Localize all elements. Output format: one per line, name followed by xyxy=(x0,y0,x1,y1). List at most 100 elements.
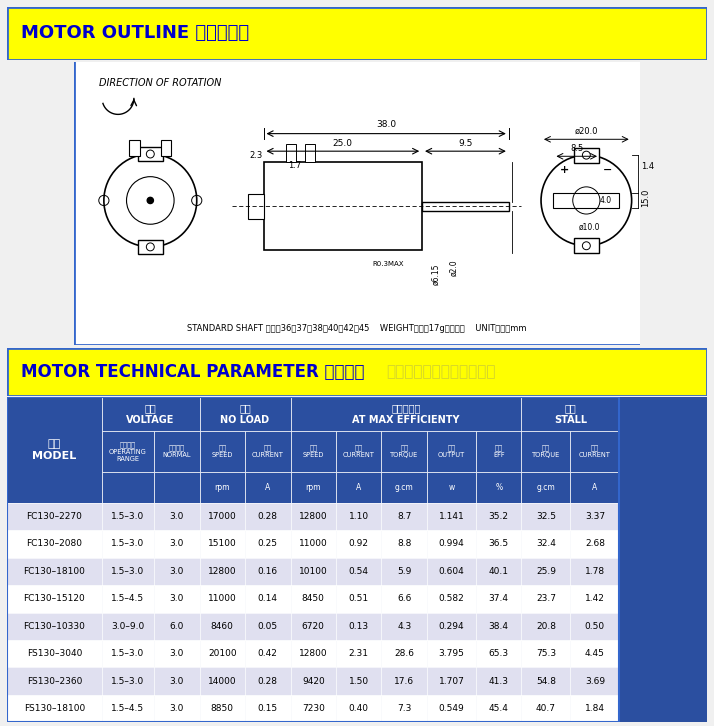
Bar xyxy=(570,558,620,585)
Bar xyxy=(476,667,521,695)
Bar xyxy=(336,503,381,530)
Text: 9420: 9420 xyxy=(302,677,325,685)
Bar xyxy=(101,585,154,613)
Text: 7230: 7230 xyxy=(302,704,325,713)
Text: DIRECTION OF ROTATION: DIRECTION OF ROTATION xyxy=(99,78,222,88)
Bar xyxy=(427,503,476,530)
Text: FC130–2080: FC130–2080 xyxy=(26,539,82,548)
Bar xyxy=(245,431,291,472)
Text: 0.15: 0.15 xyxy=(258,704,278,713)
Bar xyxy=(521,558,570,585)
Text: 1.78: 1.78 xyxy=(585,567,605,576)
Text: 0.294: 0.294 xyxy=(438,622,464,631)
Bar xyxy=(381,431,427,472)
Text: 17.6: 17.6 xyxy=(394,677,414,685)
Text: g.cm: g.cm xyxy=(536,483,555,492)
Bar xyxy=(291,585,336,613)
Text: 型號
MODEL: 型號 MODEL xyxy=(32,439,76,461)
Text: 效率
EFF: 效率 EFF xyxy=(493,445,505,458)
Bar xyxy=(245,585,291,613)
Bar xyxy=(336,558,381,585)
Text: STANDARD SHAFT 标准轔36，37，38，40，42，45    WEIGHT重量：17g（近似）    UNIT单位：mm: STANDARD SHAFT 标准轔36，37，38，40，42，45 WEIG… xyxy=(187,325,527,333)
Text: A: A xyxy=(356,483,361,492)
Text: 0.994: 0.994 xyxy=(438,539,464,548)
Text: 3.37: 3.37 xyxy=(585,512,605,521)
Bar xyxy=(521,667,570,695)
Text: 0.549: 0.549 xyxy=(438,704,464,713)
Bar xyxy=(245,503,291,530)
Text: rpm: rpm xyxy=(214,483,230,492)
Bar xyxy=(476,585,521,613)
Bar xyxy=(570,667,620,695)
Bar xyxy=(200,585,245,613)
Bar xyxy=(336,667,381,695)
Bar xyxy=(476,472,521,503)
Text: 4.3: 4.3 xyxy=(397,622,411,631)
Bar xyxy=(381,613,427,640)
Text: 最大效率下
AT MAX EFFICIENTY: 最大效率下 AT MAX EFFICIENTY xyxy=(352,404,460,425)
Text: 32.4: 32.4 xyxy=(536,539,556,548)
Text: 54.8: 54.8 xyxy=(536,677,556,685)
Bar xyxy=(427,585,476,613)
Bar xyxy=(200,530,245,558)
Bar xyxy=(154,503,200,530)
Text: 制動
STALL: 制動 STALL xyxy=(554,404,587,425)
Bar xyxy=(200,431,245,472)
Text: 力矩
TORQUE: 力矩 TORQUE xyxy=(390,445,418,458)
Bar xyxy=(7,558,101,585)
Bar xyxy=(291,695,336,722)
Text: 0.28: 0.28 xyxy=(258,512,278,521)
Text: 25.0: 25.0 xyxy=(333,139,353,147)
Text: 1.5–4.5: 1.5–4.5 xyxy=(111,704,144,713)
Bar xyxy=(427,640,476,667)
Bar xyxy=(101,431,154,472)
Bar xyxy=(336,431,381,472)
Text: 1.50: 1.50 xyxy=(348,677,369,685)
Bar xyxy=(427,530,476,558)
Text: 0.42: 0.42 xyxy=(258,649,278,658)
Text: 4.0: 4.0 xyxy=(600,196,612,205)
Text: 0.604: 0.604 xyxy=(438,567,464,576)
Text: 1.5–4.5: 1.5–4.5 xyxy=(111,595,144,603)
Bar xyxy=(521,585,570,613)
Bar xyxy=(154,695,200,722)
Bar xyxy=(101,667,154,695)
Bar xyxy=(381,503,427,530)
Text: MOTOR TECHNICAL PARAMETER 技术参数: MOTOR TECHNICAL PARAMETER 技术参数 xyxy=(21,363,365,381)
Bar xyxy=(245,530,291,558)
Bar xyxy=(7,397,101,503)
Text: 6720: 6720 xyxy=(302,622,325,631)
Bar xyxy=(138,240,163,254)
Text: 5.9: 5.9 xyxy=(397,567,411,576)
Text: 10100: 10100 xyxy=(299,567,328,576)
Bar xyxy=(7,667,101,695)
Text: 0.40: 0.40 xyxy=(348,704,368,713)
Bar xyxy=(305,144,315,162)
Bar xyxy=(245,640,291,667)
Text: %: % xyxy=(495,483,502,492)
Text: 2.31: 2.31 xyxy=(348,649,368,658)
Text: ø6.15: ø6.15 xyxy=(432,263,441,285)
Text: 8.7: 8.7 xyxy=(397,512,411,521)
Text: 11000: 11000 xyxy=(299,539,328,548)
Bar xyxy=(200,558,245,585)
Text: 3.0: 3.0 xyxy=(170,677,184,685)
Text: 0.05: 0.05 xyxy=(258,622,278,631)
Text: 0.28: 0.28 xyxy=(258,677,278,685)
Text: FS130–18100: FS130–18100 xyxy=(24,704,85,713)
Bar xyxy=(570,640,620,667)
Bar xyxy=(291,530,336,558)
Text: 1.5–3.0: 1.5–3.0 xyxy=(111,649,144,658)
Text: 28.6: 28.6 xyxy=(394,649,414,658)
Text: 力矩
TORQUE: 力矩 TORQUE xyxy=(532,445,560,458)
Bar xyxy=(476,530,521,558)
Bar xyxy=(381,530,427,558)
Text: 轉速
SPEED: 轉速 SPEED xyxy=(303,445,324,458)
Text: 0.92: 0.92 xyxy=(348,539,368,548)
Text: 1.5–3.0: 1.5–3.0 xyxy=(111,567,144,576)
Text: 38.4: 38.4 xyxy=(488,622,508,631)
Text: FC130–18100: FC130–18100 xyxy=(24,567,85,576)
Text: 3.795: 3.795 xyxy=(438,649,464,658)
Text: 電壕
VOLTAGE: 電壕 VOLTAGE xyxy=(126,404,175,425)
Bar xyxy=(7,530,101,558)
